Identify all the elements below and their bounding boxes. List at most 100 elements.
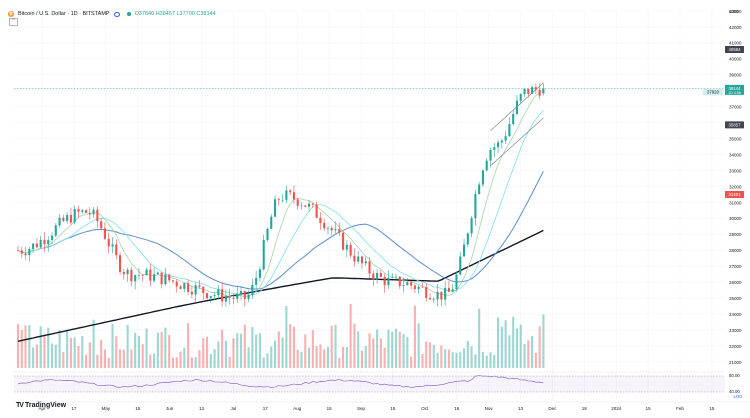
candle-body xyxy=(194,285,197,295)
volume-bar xyxy=(376,329,379,368)
time-tick-label: 13 xyxy=(199,406,205,411)
volume-bar xyxy=(39,326,42,368)
volume-bar xyxy=(515,328,519,368)
volume-bar xyxy=(32,347,35,368)
volume-bar xyxy=(247,347,250,368)
candle-body xyxy=(357,256,360,262)
volume-bar xyxy=(258,333,261,368)
price-tick-label: 33000 xyxy=(729,168,742,173)
volume-bar xyxy=(281,337,284,368)
candle-body xyxy=(481,170,484,185)
time-axis[interactable]: Apr 17 May 15 Jun 13 Jul 17 Aug 15 Sep 15 Oct 16 Nov 13… xyxy=(14,401,750,411)
time-tick-label: Sep xyxy=(357,406,366,411)
candle-body xyxy=(342,232,345,250)
time-tick-label: Jun xyxy=(166,406,174,411)
volume-bar xyxy=(47,327,50,368)
volume-bar xyxy=(134,332,137,368)
collapse-legend-button[interactable]: ^ xyxy=(9,18,18,26)
tradingview-wordmark: TradingView xyxy=(24,402,67,409)
volume-bar xyxy=(485,355,488,368)
candle-body xyxy=(20,250,23,254)
time-tick-label: 15 xyxy=(390,406,396,411)
candle-body xyxy=(92,209,95,215)
volume-bar xyxy=(156,332,159,368)
volume-bar xyxy=(255,334,258,368)
volume-bar xyxy=(455,352,458,368)
volume-bar xyxy=(81,335,84,368)
volume-bar xyxy=(236,333,239,368)
candle-body xyxy=(345,244,348,250)
price-tick-label: 22000 xyxy=(729,344,742,349)
volume-bar xyxy=(73,337,76,368)
volume-bar xyxy=(425,341,428,368)
time-tick-label: May xyxy=(102,406,111,411)
price-label-value: 37920 xyxy=(707,90,720,95)
volume-bar xyxy=(168,335,171,368)
candle-body xyxy=(440,291,443,300)
volume-bar xyxy=(115,336,118,368)
price-tick-label: 26000 xyxy=(729,280,742,285)
candle-body xyxy=(115,244,118,256)
volume-bar xyxy=(130,349,133,368)
price-axis[interactable]: 4300042000410004000039000380003700036000… xyxy=(703,9,744,399)
ma20-line xyxy=(17,109,544,296)
volume-bar xyxy=(440,345,443,368)
time-tick-label: Apr xyxy=(38,406,46,411)
candle-body xyxy=(81,210,84,212)
tradingview-logo[interactable]: TV TradingView xyxy=(16,402,66,409)
volume-bar xyxy=(137,335,141,368)
candle-body xyxy=(534,87,537,90)
volume-bar xyxy=(512,316,515,368)
price-tick-label: 23000 xyxy=(729,328,742,333)
candle-body xyxy=(202,286,205,294)
candle-body xyxy=(32,243,35,250)
candle-body xyxy=(156,272,159,275)
price-label-tag xyxy=(725,191,744,199)
time-tick-label: Aug xyxy=(293,406,302,411)
volume-bar xyxy=(292,326,295,368)
candle-body xyxy=(141,275,144,276)
volume-bar xyxy=(119,349,122,368)
price-tick-label: 29000 xyxy=(729,232,742,237)
candle-body xyxy=(47,239,50,245)
volume-bar xyxy=(300,351,303,368)
volume-bar xyxy=(164,327,167,368)
eye-icon[interactable] xyxy=(113,11,120,17)
price-tick-label: 21000 xyxy=(729,360,742,365)
price-label-tag xyxy=(725,84,744,95)
candle-body xyxy=(66,214,69,221)
candle-body xyxy=(432,299,435,300)
candle-body xyxy=(436,291,439,300)
volume-bar xyxy=(406,337,409,368)
price-tick-label: 31000 xyxy=(729,200,742,205)
volume-bar xyxy=(100,339,103,368)
volume-bar xyxy=(43,333,46,368)
volume-bar xyxy=(444,349,447,368)
volume-bar xyxy=(421,353,424,368)
volume-bar xyxy=(417,323,420,368)
candle-body xyxy=(379,272,382,277)
time-tick-label: 17 xyxy=(71,406,77,411)
candle-body xyxy=(281,199,284,201)
price-tick-label: 40000 xyxy=(729,57,742,62)
volume-bar xyxy=(379,338,382,368)
candle-body xyxy=(228,296,231,298)
volume-bar xyxy=(432,344,435,368)
candle-body xyxy=(168,274,171,281)
candle-body xyxy=(84,210,88,213)
candle-body xyxy=(54,225,57,236)
candle-body xyxy=(243,291,246,300)
candle-body xyxy=(164,274,167,285)
symbol-title[interactable]: Bitcoin / U.S. Dollar · 1D · BITSTAMP xyxy=(18,11,110,17)
candle-body xyxy=(24,253,27,256)
candle-body xyxy=(364,261,367,264)
volume-bar xyxy=(451,352,454,368)
rsi-tick-label: 40.00 xyxy=(729,389,740,394)
chart-legend[interactable]: ₿ Bitcoin / U.S. Dollar · 1D · BITSTAMP … xyxy=(8,8,216,20)
volume-bar xyxy=(16,324,20,368)
candle-body xyxy=(428,298,432,300)
candle-body xyxy=(326,228,330,229)
volume-bar xyxy=(205,336,209,368)
candle-body xyxy=(406,282,409,286)
